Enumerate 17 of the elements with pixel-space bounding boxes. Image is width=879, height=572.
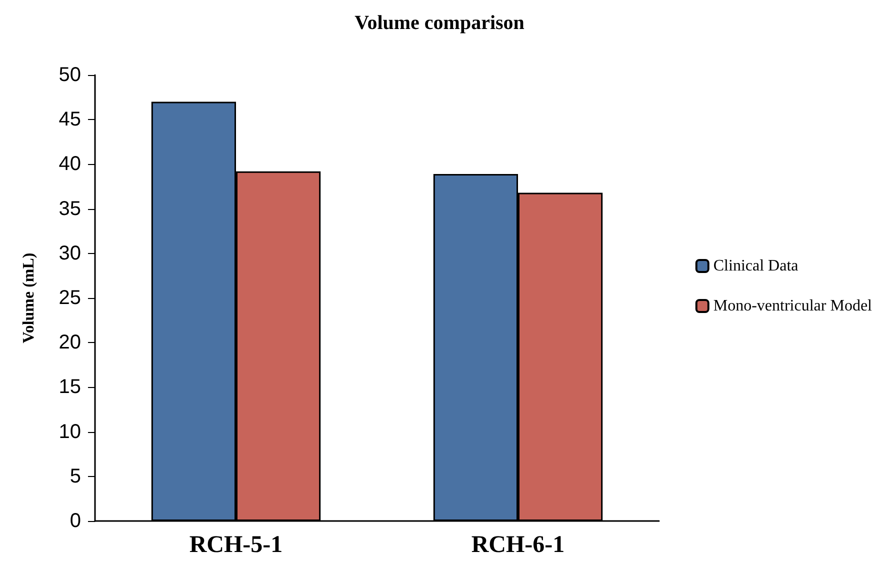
y-tick-label: 45: [58, 108, 81, 131]
y-tick-label: 40: [58, 153, 81, 176]
y-tick-label: 30: [58, 242, 81, 264]
y-tick-label: 10: [58, 420, 81, 443]
y-tick-label: 35: [58, 198, 81, 220]
y-tick-label: 15: [58, 376, 81, 398]
y-tick-label: 0: [70, 510, 81, 532]
y-tick-label: 5: [70, 465, 81, 488]
legend-label: Clinical Data: [713, 258, 798, 274]
chart-title: Volume comparison: [354, 12, 524, 34]
y-tick-label: 50: [58, 64, 81, 86]
y-axis-title: Volume (mL): [20, 252, 38, 344]
y-tick-label: 20: [58, 332, 81, 354]
y-tick-label: 25: [58, 287, 81, 309]
x-tick-label: RCH-5-1: [189, 532, 283, 558]
legend-label: Mono-ventricular Model: [713, 298, 873, 314]
x-tick-label: RCH-6-1: [471, 532, 565, 558]
